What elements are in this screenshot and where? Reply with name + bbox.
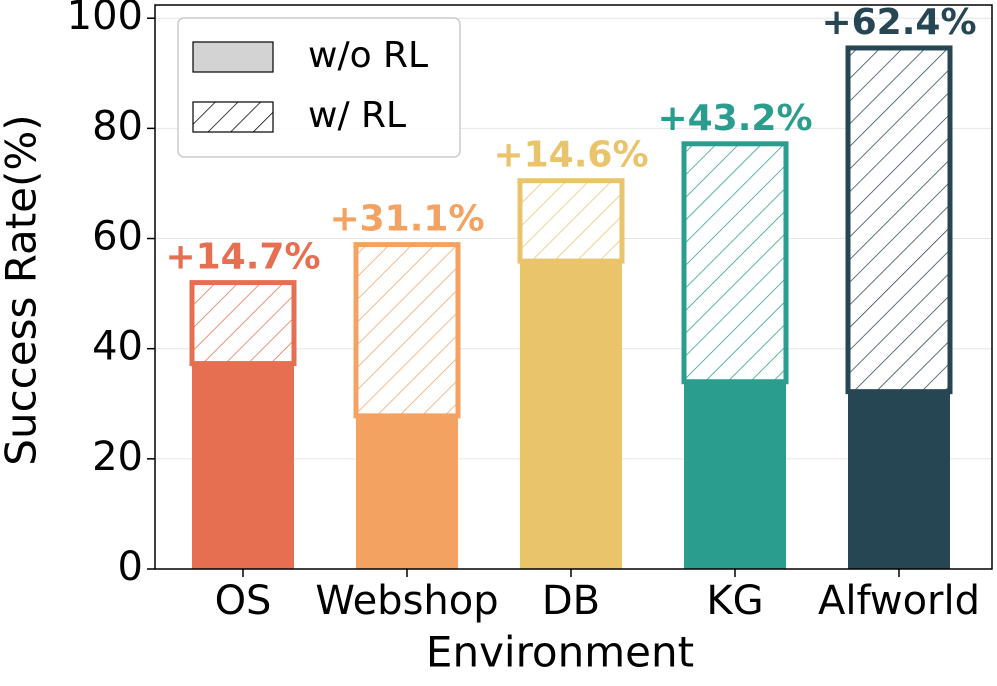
legend-swatch [192, 101, 274, 133]
legend-label: w/o RL [308, 35, 428, 76]
data-label: +31.1% [329, 199, 484, 240]
x-tick-label: KG [706, 578, 763, 624]
bar-segment [192, 363, 294, 569]
y-tick-label: 40 [92, 324, 143, 370]
data-label: +62.4% [821, 2, 976, 43]
x-tick-label: Webshop [315, 578, 498, 624]
bar-segment [681, 141, 789, 385]
x-axis-label: Environment [426, 628, 694, 677]
legend-label: w/ RL [308, 95, 406, 136]
y-tick-label: 60 [92, 214, 143, 260]
bar-segment [189, 280, 297, 367]
y-axis-label: Success Rate(%) [0, 114, 46, 465]
x-tick-label: OS [215, 578, 272, 624]
x-tick-label: Alfworld [818, 578, 980, 624]
y-tick-label: 0 [118, 544, 143, 590]
bar-segment [517, 178, 625, 264]
bar-segment [845, 45, 953, 395]
x-tick-label: DB [542, 578, 600, 624]
plot-frame [154, 4, 993, 570]
bar-segment [356, 415, 458, 569]
bar-segment [520, 261, 622, 569]
bar-segment [684, 381, 786, 569]
y-tick-label: 20 [92, 434, 143, 480]
data-label: +14.7% [165, 237, 320, 278]
y-tick-label: 100 [67, 0, 143, 39]
data-label: +43.2% [657, 98, 812, 139]
bar-segment [353, 242, 461, 419]
bar-segment [848, 391, 950, 569]
y-tick-label: 80 [92, 103, 143, 149]
legend-swatch [192, 41, 274, 73]
data-label: +14.6% [493, 135, 648, 176]
